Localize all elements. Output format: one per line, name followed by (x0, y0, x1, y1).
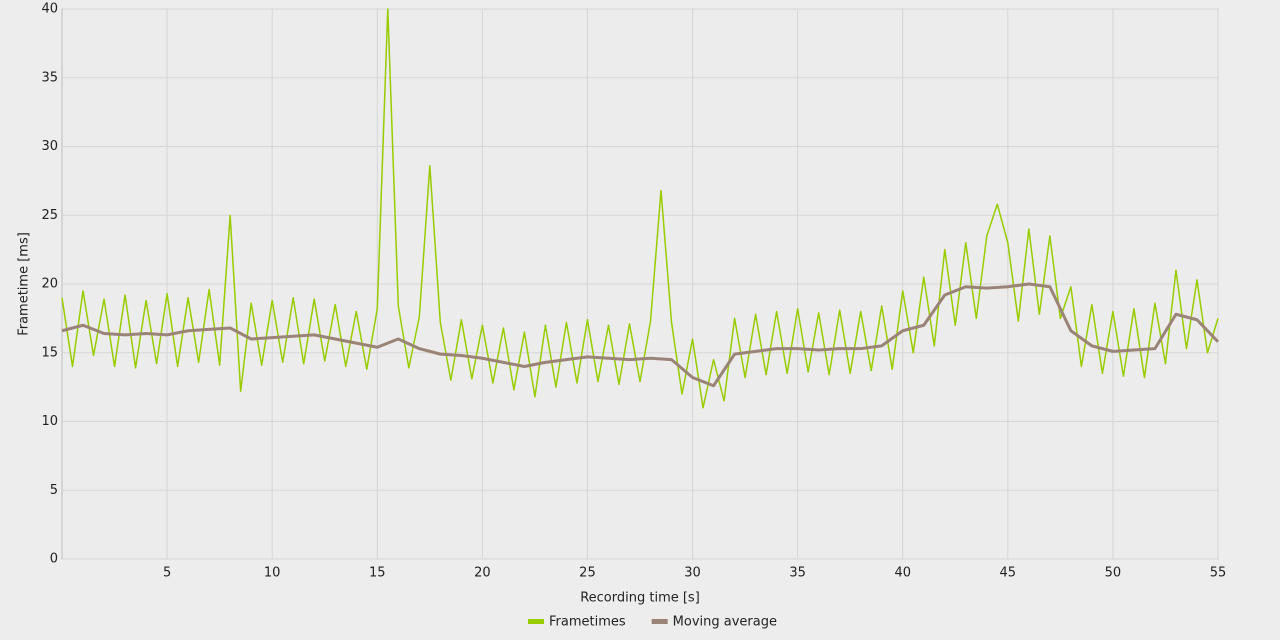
y-tick-label: 20 (41, 277, 58, 292)
x-tick-label: 30 (684, 566, 701, 581)
legend-swatch (651, 619, 668, 624)
legend-swatch (528, 619, 544, 624)
y-tick-label: 5 (50, 483, 58, 498)
legend-label: Moving average (673, 615, 777, 630)
y-tick-label: 35 (41, 70, 58, 85)
x-tick-label: 5 (163, 566, 171, 581)
y-tick-label: 30 (41, 139, 58, 154)
x-axis-label: Recording time [s] (580, 591, 700, 606)
x-tick-label: 10 (264, 566, 281, 581)
y-tick-label: 0 (50, 552, 58, 567)
x-tick-label: 55 (1210, 566, 1227, 581)
x-tick-label: 35 (789, 566, 806, 581)
x-tick-label: 40 (894, 566, 911, 581)
y-tick-label: 15 (41, 345, 58, 360)
series-line (61, 282, 1220, 388)
legend-label: Frametimes (549, 615, 626, 630)
x-tick-label: 20 (474, 566, 491, 581)
y-tick-label: 25 (41, 208, 58, 223)
y-tick-label: 10 (41, 414, 58, 429)
x-tick-label: 50 (1105, 566, 1122, 581)
series-line (61, 8, 1219, 409)
y-axis-label: Frametime [ms] (17, 232, 32, 336)
x-tick-label: 15 (369, 566, 386, 581)
y-tick-label: 40 (41, 2, 58, 17)
x-tick-label: 25 (579, 566, 596, 581)
x-tick-label: 45 (1000, 566, 1017, 581)
